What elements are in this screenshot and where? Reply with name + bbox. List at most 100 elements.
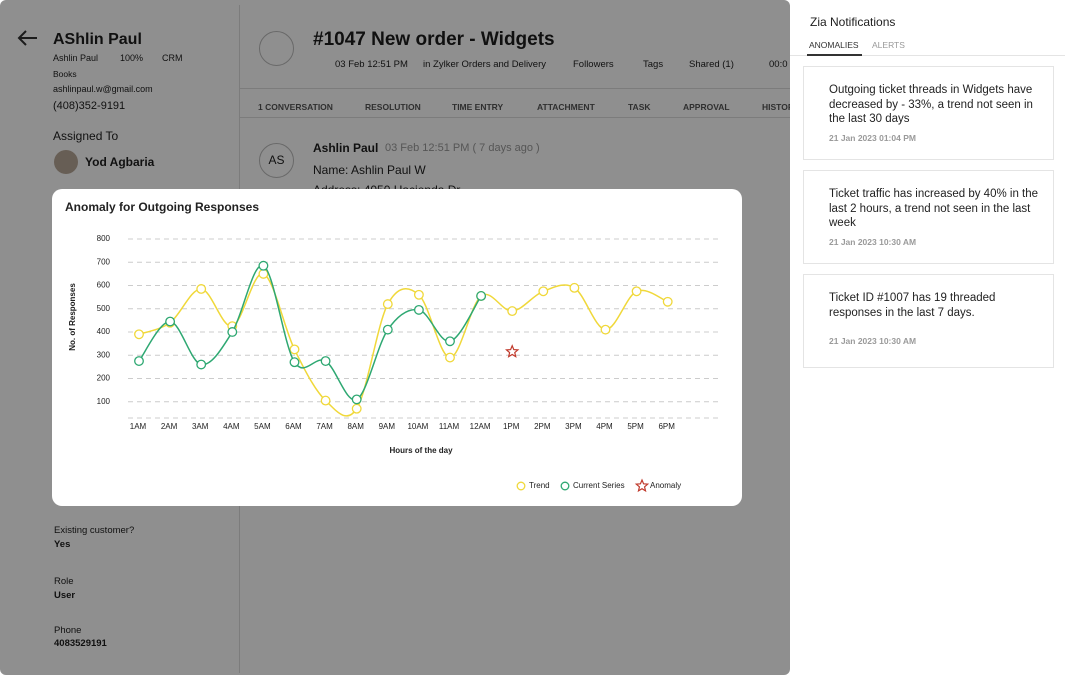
field-value: User [54,590,76,601]
author: Ashlin Paul [313,141,379,155]
y-tick-label: 800 [97,234,111,243]
tab[interactable]: TASK [628,102,651,112]
tab[interactable]: ATTACHMENT [537,102,595,112]
y-axis-label: No. of Responses [68,283,77,351]
point [413,304,424,315]
point [476,291,487,301]
tab[interactable]: ALERTS [872,40,905,50]
notification-panel: Zia Notifications ANOMALIES ALERTS Outgo… [790,0,1065,675]
x-tick-label: 2AM [161,422,178,431]
notification-card[interactable]: Ticket ID #1007 has 19 threaded response… [803,274,1054,368]
x-tick-label: 1PM [503,422,520,431]
point [382,324,393,335]
legend-marker [560,481,570,491]
x-axis-label: Hours of the day [389,446,453,455]
divider [240,88,790,89]
legend-label: Anomaly [650,481,681,490]
field-value: 4083529191 [54,638,107,649]
message-line: Name: Ashlin Paul W [313,163,426,177]
tab[interactable]: 1 CONVERSATION [258,102,333,112]
x-tick-label: 12AM [470,422,491,431]
card-text: Ticket ID #1007 has 19 threaded response… [829,292,996,319]
y-tick-label: 700 [97,257,111,266]
contact-phone: (408)352-9191 [53,100,126,112]
field-label: Role [54,576,74,587]
point [196,359,207,370]
ticket-date: 03 Feb 12:51 PM [335,59,408,70]
x-tick-label: 1AM [130,422,147,431]
anomaly-marker [505,344,520,358]
tab[interactable]: RESOLUTION [365,102,421,112]
contact-name: AShlin Paul [53,31,142,48]
contact-sub: 100% [120,53,144,63]
point [445,336,455,347]
point [382,299,393,310]
point [538,286,549,297]
point [413,289,424,300]
assignee-name: Yod Agbaria [85,155,155,169]
chart-modal: Anomaly for Outgoing Responses No. of Re… [52,189,742,506]
ticket-department: in Zylker Orders and Delivery [423,59,547,70]
back-arrow[interactable] [17,29,39,47]
tab[interactable]: APPROVAL [683,102,730,112]
x-tick-label: 9AM [379,422,396,431]
tab[interactable]: TIME ENTRY [452,102,504,112]
assigned-label: Assigned To [53,129,119,143]
point [569,282,580,293]
point [258,260,269,271]
x-tick-label: 8AM [347,422,364,431]
field-value: Yes [54,539,71,550]
card-date: 21 Jan 2023 10:30 AM [829,237,917,247]
field-label: Phone [54,625,82,636]
tab[interactable]: HISTORY [762,102,790,112]
assignee-avatar [54,150,78,174]
tab[interactable]: ANOMALIES [809,40,859,50]
card-text: Outgoing ticket threads in Widgets have … [829,84,1033,125]
point [445,352,455,363]
y-tick-label: 600 [97,281,111,290]
shared[interactable]: Shared (1) [689,59,734,70]
point [196,284,207,294]
x-tick-label: 7AM [316,422,333,431]
point [351,394,362,405]
card-date: 21 Jan 2023 10:30 AM [829,336,917,346]
legend-marker [634,478,650,493]
legend-label: Current Series [573,481,625,490]
x-tick-label: 4PM [596,422,613,431]
contact-email: ashlinpaul.w@gmail.com [53,84,153,94]
point [165,316,176,327]
y-tick-label: 300 [97,350,111,359]
x-tick-label: 6AM [285,422,302,431]
followers[interactable]: Followers [573,59,614,70]
point [320,395,331,406]
divider [240,117,790,118]
x-tick-label: 5AM [254,422,271,431]
tab-underline [807,54,862,56]
call-icon[interactable] [259,31,294,66]
x-tick-label: 10AM [407,422,428,431]
chart-title: Anomaly for Outgoing Responses [65,200,259,214]
point [600,324,611,335]
point [227,327,238,337]
author-avatar: AS [259,143,294,178]
point [134,329,144,340]
y-tick-label: 100 [97,397,111,406]
field-label: Existing customer? [54,525,135,536]
card-date: 21 Jan 2023 01:04 PM [829,133,916,143]
contact-sub: Ashlin Paul [53,53,99,63]
point [289,344,300,355]
tags[interactable]: Tags [643,59,664,70]
panel-title: Zia Notifications [810,15,896,29]
y-tick-label: 400 [97,327,111,336]
x-tick-label: 3AM [192,422,209,431]
notification-card[interactable]: Outgoing ticket threads in Widgets have … [803,66,1054,160]
card-text: Ticket traffic has increased by 40% in t… [829,188,1039,229]
point [631,286,642,297]
legend-marker [516,481,526,491]
x-tick-label: 4AM [223,422,240,431]
x-tick-label: 11AM [439,422,460,431]
notification-card[interactable]: Ticket traffic has increased by 40% in t… [803,170,1054,264]
x-tick-label: 2PM [534,422,551,431]
x-tick-label: 6PM [658,422,675,431]
